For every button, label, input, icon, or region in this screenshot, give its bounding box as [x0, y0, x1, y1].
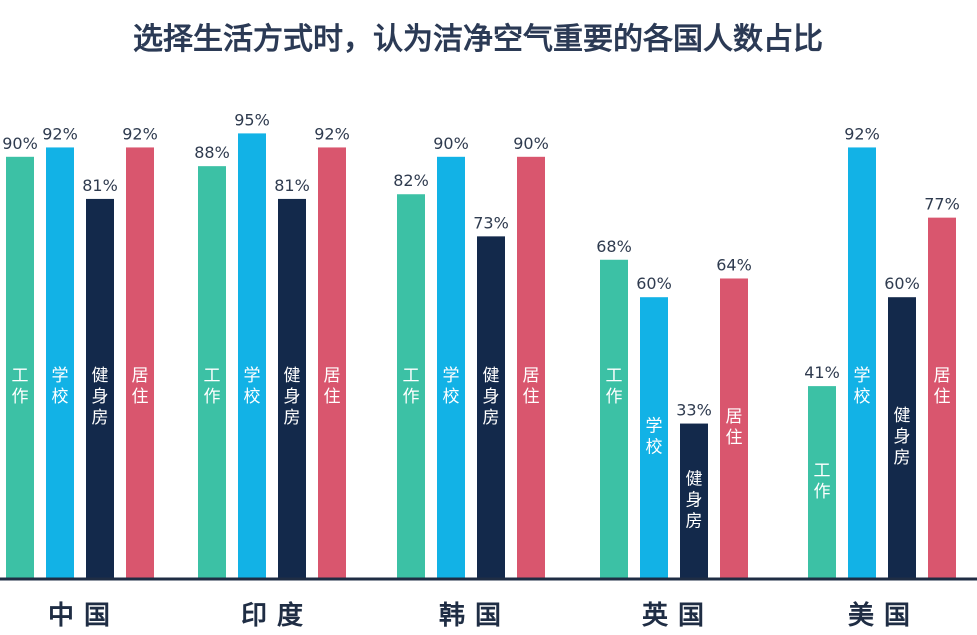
bar: [680, 423, 708, 578]
series-label: 学校: [244, 366, 261, 407]
data-label: 60%: [636, 274, 672, 293]
series-label: 工作: [403, 366, 420, 407]
data-label: 81%: [82, 176, 118, 195]
series-label: 居住: [132, 366, 149, 407]
category-label: 美国: [848, 600, 920, 631]
bar: [198, 166, 226, 578]
bar: [808, 386, 836, 578]
bar: [720, 278, 748, 578]
bar: [126, 147, 154, 578]
series-label: 居住: [934, 366, 951, 407]
bar: [46, 147, 74, 578]
bar: [86, 198, 114, 579]
series-label: 健身房: [894, 406, 911, 468]
series-label: 学校: [52, 366, 69, 407]
data-label: 60%: [884, 274, 920, 293]
series-label: 工作: [606, 366, 623, 407]
category-labels: 中国 印度 韩国 英国 美国: [48, 600, 920, 631]
data-label: 90%: [513, 134, 549, 153]
bar: [318, 147, 346, 578]
category-label: 印度: [241, 600, 313, 631]
series-label: 健身房: [483, 366, 500, 428]
bar: [600, 259, 628, 578]
bar: [888, 297, 916, 578]
series-label: 居住: [324, 366, 341, 407]
data-label: 77%: [924, 195, 960, 214]
data-label: 92%: [314, 124, 350, 143]
bar: [848, 147, 876, 578]
series-label: 居住: [523, 366, 540, 407]
data-label: 92%: [42, 124, 78, 143]
bar: [517, 156, 545, 579]
bar: [437, 156, 465, 579]
bar-group-3: 68% 工作 60% 学校 33% 健身房 64% 居住: [596, 237, 752, 578]
bar: [928, 217, 956, 578]
bar-group-2: 82% 工作 90% 学校 73% 健身房 90% 居住: [393, 134, 549, 579]
category-label: 英国: [642, 601, 714, 631]
category-label: 中国: [48, 601, 120, 631]
category-label: 韩国: [439, 601, 511, 631]
bar: [278, 198, 306, 579]
data-label: 92%: [122, 124, 158, 143]
bar: [6, 156, 34, 579]
bar: [477, 236, 505, 579]
bar-group-4: 41% 工作 92% 学校 60% 健身房 77% 居住: [804, 124, 960, 578]
series-label: 学校: [854, 366, 871, 407]
series-label: 工作: [204, 366, 221, 407]
data-label: 41%: [804, 363, 840, 382]
data-label: 92%: [844, 124, 880, 143]
data-label: 73%: [473, 213, 509, 232]
series-label: 健身房: [686, 469, 703, 531]
series-label: 居住: [726, 407, 743, 448]
bar-groups: 90% 工作 92% 学校 81% 健身房 92% 居住 88% 工作 95% 学校 81% 健身房 92%…: [2, 110, 960, 579]
bar: [640, 297, 668, 578]
data-label: 68%: [596, 237, 632, 256]
data-label: 90%: [433, 134, 469, 153]
series-label: 工作: [12, 366, 29, 407]
bar: [397, 194, 425, 579]
series-label: 健身房: [284, 366, 301, 428]
data-label: 33%: [676, 401, 712, 420]
series-label: 健身房: [92, 366, 109, 428]
bar-group-0: 90% 工作 92% 学校 81% 健身房 92% 居住: [2, 124, 158, 579]
bar: [238, 133, 266, 578]
data-label: 64%: [716, 255, 752, 274]
data-label: 81%: [274, 176, 310, 195]
series-label: 学校: [646, 417, 663, 458]
data-label: 88%: [194, 143, 230, 162]
data-label: 95%: [234, 110, 270, 129]
bar-group-1: 88% 工作 95% 学校 81% 健身房 92% 居住: [194, 110, 350, 579]
data-label: 82%: [393, 171, 429, 190]
series-label: 工作: [814, 461, 831, 502]
chart-title: 选择生活方式时，认为洁净空气重要的各国人数占比: [133, 22, 823, 57]
data-label: 90%: [2, 134, 38, 153]
series-label: 学校: [443, 366, 460, 407]
